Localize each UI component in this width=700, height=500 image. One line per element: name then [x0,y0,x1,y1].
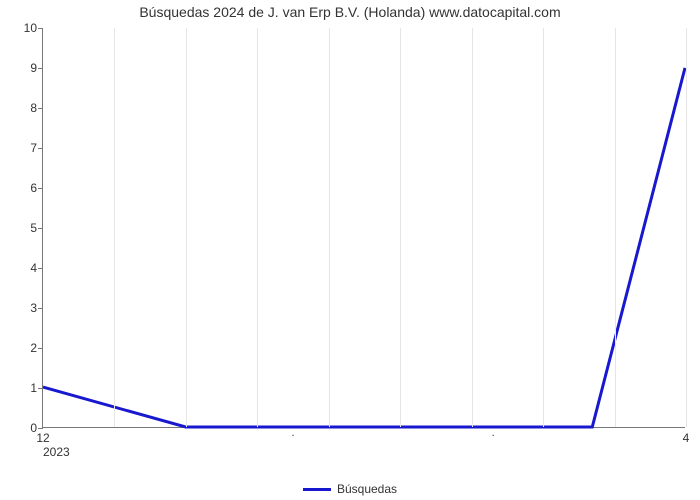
ytick-label: 6 [30,181,37,195]
xtick-minor: . [492,427,495,439]
chart-container: Búsquedas 2024 de J. van Erp B.V. (Holan… [0,0,700,500]
ytick-label: 5 [30,221,37,235]
gridline-vertical [114,28,115,427]
gridline-vertical [186,28,187,427]
ytick-mark [38,308,43,309]
gridline-vertical [329,28,330,427]
gridline-vertical [686,28,687,427]
ytick-label: 9 [30,61,37,75]
ytick-label: 7 [30,141,37,155]
ytick-label: 2 [30,341,37,355]
ytick-mark [38,268,43,269]
gridline-vertical [615,28,616,427]
xtick-minor: . [292,427,295,439]
ytick-mark [38,228,43,229]
ytick-mark [38,28,43,29]
ytick-label: 1 [30,381,37,395]
ytick-mark [38,348,43,349]
legend-label: Búsquedas [337,482,397,496]
chart-title: Búsquedas 2024 de J. van Erp B.V. (Holan… [0,4,700,20]
xtick-label: 12 [36,431,49,445]
ytick-label: 10 [24,21,37,35]
ytick-mark [38,108,43,109]
legend: Búsquedas [0,481,700,496]
gridline-vertical [472,28,473,427]
gridline-vertical [543,28,544,427]
x-year-label: 2023 [43,445,70,459]
ytick-mark [38,428,43,429]
line-series [43,28,685,427]
ytick-label: 3 [30,301,37,315]
legend-swatch [303,488,331,491]
ytick-mark [38,68,43,69]
ytick-mark [38,148,43,149]
ytick-label: 4 [30,261,37,275]
gridline-vertical [257,28,258,427]
plot-area: 012345678910124..2023 [42,28,685,428]
ytick-mark [38,388,43,389]
series-line [43,68,685,427]
ytick-label: 8 [30,101,37,115]
gridline-vertical [400,28,401,427]
ytick-mark [38,188,43,189]
xtick-label: 4 [683,431,690,445]
